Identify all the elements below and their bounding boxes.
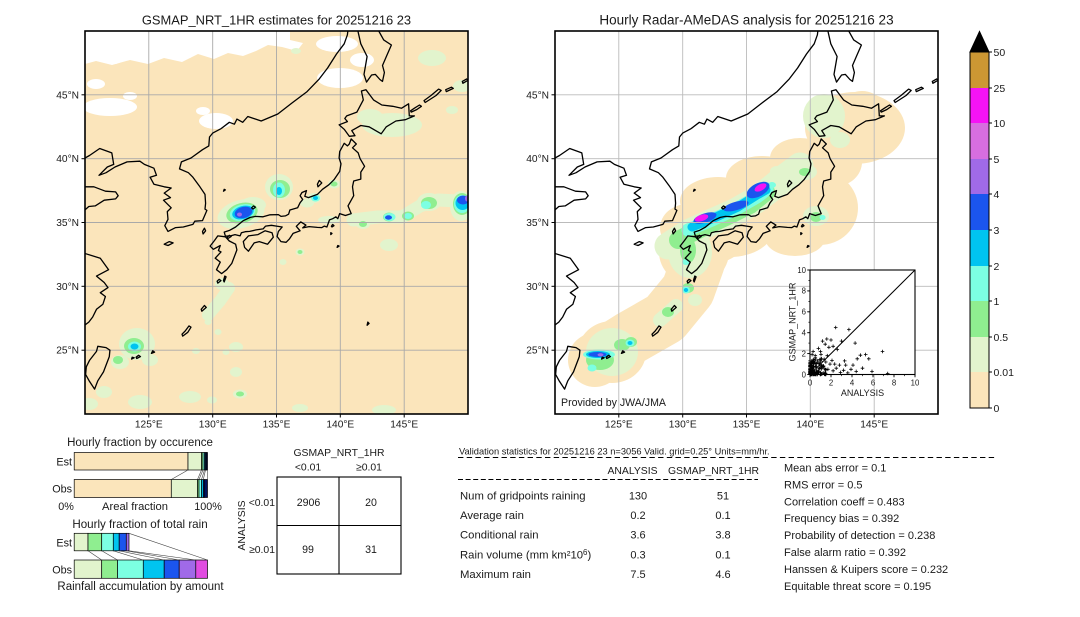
svg-text:25: 25 bbox=[994, 83, 1006, 95]
svg-text:25°N: 25°N bbox=[526, 346, 549, 357]
svg-text:140°E: 140°E bbox=[326, 420, 354, 431]
svg-text:Correlation coeff = 0.483: Correlation coeff = 0.483 bbox=[784, 496, 905, 508]
svg-text:1: 1 bbox=[994, 296, 1000, 308]
svg-text:Num of gridpoints raining: Num of gridpoints raining bbox=[460, 491, 586, 503]
svg-text:25°N: 25°N bbox=[56, 346, 79, 357]
svg-text:2: 2 bbox=[829, 379, 833, 388]
svg-text:145°E: 145°E bbox=[860, 420, 888, 431]
svg-text:Frequency bias = 0.392: Frequency bias = 0.392 bbox=[784, 513, 899, 525]
svg-text:45°N: 45°N bbox=[56, 90, 79, 101]
svg-text:100%: 100% bbox=[194, 501, 222, 513]
svg-text:Mean abs error = 0.1: Mean abs error = 0.1 bbox=[784, 463, 886, 475]
svg-text:Provided by JWA/JMA: Provided by JWA/JMA bbox=[561, 397, 667, 409]
svg-text:130°E: 130°E bbox=[669, 420, 697, 431]
svg-text:125°E: 125°E bbox=[605, 420, 633, 431]
svg-text:40°N: 40°N bbox=[526, 154, 549, 165]
svg-text:2: 2 bbox=[802, 349, 806, 358]
svg-text:False alarm ratio = 0.392: False alarm ratio = 0.392 bbox=[784, 547, 906, 559]
svg-text:3.8: 3.8 bbox=[715, 530, 730, 542]
svg-text:145°E: 145°E bbox=[390, 420, 418, 431]
svg-text:Obs: Obs bbox=[52, 565, 72, 577]
svg-text:50: 50 bbox=[994, 47, 1006, 59]
svg-text:Rain volume (mm km²106): Rain volume (mm km²106) bbox=[460, 548, 591, 562]
svg-text:5: 5 bbox=[994, 154, 1000, 166]
svg-text:Hourly Radar-AMeDAS analysis f: Hourly Radar-AMeDAS analysis for 2025121… bbox=[599, 12, 893, 27]
svg-text:0: 0 bbox=[802, 370, 807, 379]
svg-text:0%: 0% bbox=[58, 501, 74, 513]
svg-text:0.1: 0.1 bbox=[715, 549, 730, 561]
svg-text:Hourly fraction of total rain: Hourly fraction of total rain bbox=[72, 518, 207, 531]
svg-text:30°N: 30°N bbox=[526, 282, 549, 293]
svg-text:4: 4 bbox=[994, 189, 1000, 201]
svg-text:Obs: Obs bbox=[52, 484, 72, 496]
svg-text:0.2: 0.2 bbox=[630, 510, 645, 522]
svg-text:0.3: 0.3 bbox=[630, 549, 645, 561]
svg-text:10: 10 bbox=[994, 118, 1006, 130]
svg-text:135°E: 135°E bbox=[733, 420, 761, 431]
svg-text:Probability of detection = 0.: Probability of detection = 0.238 bbox=[784, 530, 935, 542]
svg-text:0.01: 0.01 bbox=[994, 367, 1015, 379]
svg-text:99: 99 bbox=[302, 544, 314, 556]
svg-text:GSMAP_NRT_1HR: GSMAP_NRT_1HR bbox=[293, 448, 385, 459]
svg-text:10: 10 bbox=[797, 266, 806, 275]
svg-text:RMS error = 0.5: RMS error = 0.5 bbox=[784, 479, 863, 491]
svg-text:Average rain: Average rain bbox=[460, 510, 524, 522]
svg-text:ANALYSIS: ANALYSIS bbox=[841, 388, 884, 398]
svg-text:7.5: 7.5 bbox=[630, 569, 645, 581]
svg-text:Hanssen & Kuipers score = 0.2: Hanssen & Kuipers score = 0.232 bbox=[784, 564, 948, 576]
svg-text:GSMAP_NRT_1HR estimates for 20: GSMAP_NRT_1HR estimates for 20251216 23 bbox=[142, 12, 411, 27]
svg-text:0: 0 bbox=[994, 403, 1000, 415]
svg-text:10: 10 bbox=[911, 379, 920, 388]
svg-text:≥0.01: ≥0.01 bbox=[356, 463, 382, 474]
svg-text:GSMAP_NRT_1HR: GSMAP_NRT_1HR bbox=[668, 466, 760, 477]
svg-text:8: 8 bbox=[892, 379, 896, 388]
svg-text:135°E: 135°E bbox=[263, 420, 291, 431]
svg-text:6: 6 bbox=[871, 379, 875, 388]
svg-text:45°N: 45°N bbox=[526, 90, 549, 101]
svg-text:4: 4 bbox=[802, 329, 807, 338]
svg-text:35°N: 35°N bbox=[526, 218, 549, 229]
svg-text:130°E: 130°E bbox=[199, 420, 227, 431]
svg-text:8: 8 bbox=[802, 287, 806, 296]
svg-text:ANALYSIS: ANALYSIS bbox=[237, 500, 248, 550]
svg-text:130: 130 bbox=[629, 491, 647, 503]
svg-text:35°N: 35°N bbox=[56, 218, 79, 229]
svg-text:4.6: 4.6 bbox=[715, 569, 730, 581]
svg-text:Validation statistics for 2025: Validation statistics for 20251216 23 n=… bbox=[459, 447, 770, 457]
svg-text:31: 31 bbox=[365, 544, 377, 556]
svg-text:2906: 2906 bbox=[297, 497, 321, 509]
svg-text:20: 20 bbox=[365, 497, 377, 509]
svg-text:Rainfall accumulation by amoun: Rainfall accumulation by amount bbox=[57, 581, 224, 593]
svg-text:Areal fraction: Areal fraction bbox=[102, 501, 168, 513]
svg-text:6: 6 bbox=[802, 308, 806, 317]
svg-text:Hourly fraction by occurence: Hourly fraction by occurence bbox=[67, 437, 213, 449]
svg-text:0.1: 0.1 bbox=[715, 510, 730, 522]
svg-text:<0.01: <0.01 bbox=[295, 463, 322, 474]
svg-text:3.6: 3.6 bbox=[630, 530, 645, 542]
svg-text:140°E: 140°E bbox=[796, 420, 824, 431]
svg-text:30°N: 30°N bbox=[56, 282, 79, 293]
svg-text:Est: Est bbox=[56, 457, 72, 469]
svg-text:Est: Est bbox=[56, 538, 72, 550]
svg-text:ANALYSIS: ANALYSIS bbox=[607, 466, 657, 477]
svg-text:0: 0 bbox=[808, 379, 813, 388]
svg-text:Equitable threat score = 0.19: Equitable threat score = 0.195 bbox=[784, 581, 931, 593]
svg-text:4: 4 bbox=[850, 379, 855, 388]
svg-text:<0.01: <0.01 bbox=[249, 498, 276, 509]
svg-text:GSMAP_NRT_1HR: GSMAP_NRT_1HR bbox=[788, 282, 798, 361]
svg-text:125°E: 125°E bbox=[135, 420, 163, 431]
svg-text:≥0.01: ≥0.01 bbox=[249, 545, 275, 556]
svg-text:40°N: 40°N bbox=[56, 154, 79, 165]
svg-text:0.5: 0.5 bbox=[994, 332, 1009, 344]
svg-text:3: 3 bbox=[994, 225, 1000, 237]
svg-text:Maximum rain: Maximum rain bbox=[460, 569, 531, 581]
svg-text:2: 2 bbox=[994, 261, 1000, 273]
svg-text:51: 51 bbox=[717, 491, 729, 503]
svg-text:Conditional rain: Conditional rain bbox=[460, 530, 539, 542]
